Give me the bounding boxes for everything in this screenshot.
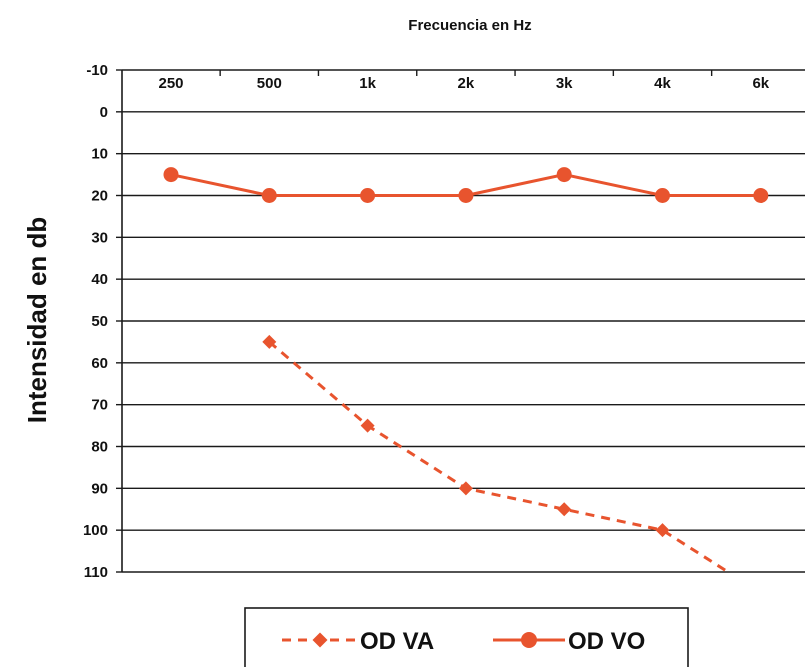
legend-label: OD VA <box>360 628 434 655</box>
data-point <box>262 334 277 349</box>
y-tick-label: 0 <box>100 104 108 121</box>
y-tick-label: 90 <box>91 480 108 497</box>
data-series <box>163 167 769 600</box>
gridlines <box>122 111 805 573</box>
data-point <box>360 188 376 203</box>
data-point <box>753 188 769 203</box>
legend: OD VA OD VO <box>244 607 689 667</box>
x-tick-label: 3k <box>556 75 573 92</box>
series-line <box>268 340 731 572</box>
data-point <box>163 167 179 183</box>
x-tick-label: 500 <box>257 75 282 92</box>
data-point <box>655 523 670 538</box>
series-od-vo <box>163 167 769 203</box>
data-point <box>754 586 768 600</box>
chart-title: Frecuencia en Hz <box>408 17 531 34</box>
legend-label: OD VO <box>568 628 645 655</box>
data-point <box>556 167 572 183</box>
y-tick-label: -10 <box>86 62 108 79</box>
data-point <box>261 188 277 203</box>
y-axis-label: Intensidad en db <box>22 217 52 424</box>
y-tick-label: 20 <box>91 188 108 205</box>
y-tick-label: 100 <box>83 522 108 539</box>
x-tick-label: 2k <box>458 75 475 92</box>
y-tick-label: 110 <box>84 564 108 581</box>
y-tick-label: 70 <box>91 397 108 414</box>
data-point <box>557 502 572 517</box>
data-point <box>360 418 375 433</box>
legend-marker <box>312 632 328 648</box>
series-od-va <box>262 334 768 600</box>
x-tick-label: 4k <box>654 75 671 92</box>
x-tick-label: 1k <box>359 75 376 92</box>
data-point <box>655 188 670 203</box>
x-tick-label: 250 <box>158 75 183 92</box>
y-tick-label: 80 <box>91 439 108 456</box>
x-tick-label: 6k <box>752 75 769 92</box>
y-tick-label: 30 <box>91 229 108 246</box>
y-tick-label: 40 <box>91 271 108 288</box>
y-tick-labels: -10 0 10 20 30 40 50 60 70 80 90 100 110 <box>83 62 108 581</box>
y-tick-label: 10 <box>91 146 108 163</box>
y-tick-label: 60 <box>91 355 108 372</box>
y-tick-label: 50 <box>91 313 108 330</box>
x-tick-labels: 250 500 1k 2k 3k 4k 6k <box>158 75 769 92</box>
legend-marker <box>521 632 537 648</box>
data-point <box>458 188 474 203</box>
data-point <box>458 481 473 496</box>
axes <box>116 69 805 573</box>
